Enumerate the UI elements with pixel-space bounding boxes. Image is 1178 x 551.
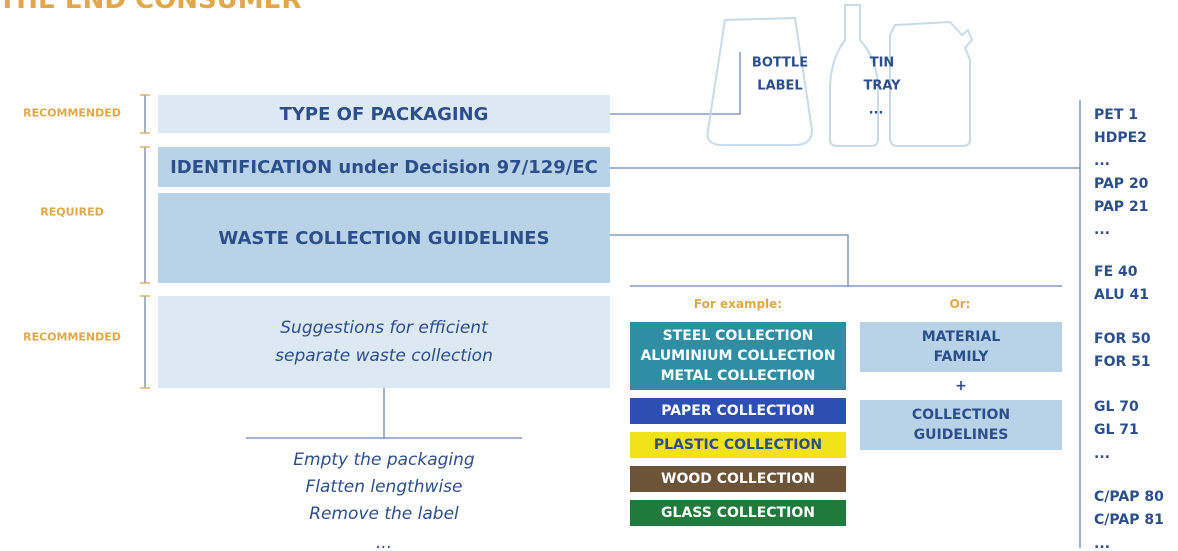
code: PAP 21 [1094, 199, 1148, 215]
collection-box: PLASTIC COLLECTION [630, 432, 846, 458]
box-text: Suggestions for efficient [280, 314, 488, 342]
suggestion: Flatten lengthwise [305, 477, 462, 497]
code: FOR 51 [1094, 354, 1151, 370]
code: FE 40 [1094, 264, 1137, 280]
collection-text: GLASS COLLECTION [661, 503, 815, 523]
alternative-text: COLLECTION GUIDELINES [900, 405, 1022, 445]
collection-box: PAPER COLLECTION [630, 398, 846, 424]
collection-text: WOOD COLLECTION [661, 469, 815, 489]
packaging-label: TRAY [863, 79, 900, 94]
packaging-label: LABEL [757, 79, 802, 94]
packaging-label: TIN [870, 56, 895, 71]
collection-text: STEEL COLLECTION [663, 326, 814, 346]
example-label: For example: [694, 297, 782, 311]
code: FOR 50 [1094, 331, 1151, 347]
code: C/PAP 81 [1094, 512, 1164, 528]
packaging-label: BOTTLE [752, 56, 808, 71]
packaging-label: ... [869, 103, 884, 118]
collection-text: ALUMINIUM COLLECTION [640, 346, 835, 366]
suggestion: ... [376, 533, 392, 551]
code: ... [1094, 536, 1110, 551]
code: C/PAP 80 [1094, 489, 1164, 505]
alternative-text: MATERIAL FAMILY [900, 327, 1022, 367]
collection-text: PLASTIC COLLECTION [654, 435, 822, 455]
code: ... [1094, 153, 1110, 169]
alternative-box: COLLECTION GUIDELINES [860, 400, 1062, 450]
code: ... [1094, 222, 1110, 238]
collection-text: METAL COLLECTION [661, 366, 816, 386]
box-text: TYPE OF PACKAGING [280, 104, 489, 125]
plus: + [860, 376, 1062, 396]
code: HDPE2 [1094, 130, 1147, 146]
suggestion: Empty the packaging [293, 450, 474, 470]
code: ALU 41 [1094, 287, 1149, 303]
code: ... [1094, 446, 1110, 462]
collection-box: GLASS COLLECTION [630, 500, 846, 526]
suggestion: Remove the label [309, 504, 459, 524]
diagram: THE END CONSUMER RECOMMENDED REQUIRED RECOM… [0, 0, 1178, 551]
alternative-box: MATERIAL FAMILY [860, 322, 1062, 372]
collection-box: WOOD COLLECTION [630, 466, 846, 492]
code: PAP 20 [1094, 176, 1148, 192]
alternative-label: Or: [950, 297, 971, 311]
code: PET 1 [1094, 107, 1138, 123]
box-text: separate waste collection [275, 342, 493, 370]
code: GL 71 [1094, 422, 1139, 438]
code: GL 70 [1094, 399, 1139, 415]
collection-text: PAPER COLLECTION [661, 401, 815, 421]
title: THE END CONSUMER [0, 0, 301, 15]
info-box: WASTE COLLECTION GUIDELINES [158, 193, 610, 283]
info-box: TYPE OF PACKAGING [158, 95, 610, 133]
info-box: IDENTIFICATION under Decision 97/129/EC [158, 147, 610, 187]
level-label: RECOMMENDED [23, 107, 121, 120]
level-label: RECOMMENDED [23, 331, 121, 344]
box-text: WASTE COLLECTION GUIDELINES [218, 228, 549, 249]
alternative-text: + [955, 376, 967, 396]
box-text: IDENTIFICATION under Decision 97/129/EC [170, 157, 598, 178]
level-label: REQUIRED [40, 206, 103, 219]
